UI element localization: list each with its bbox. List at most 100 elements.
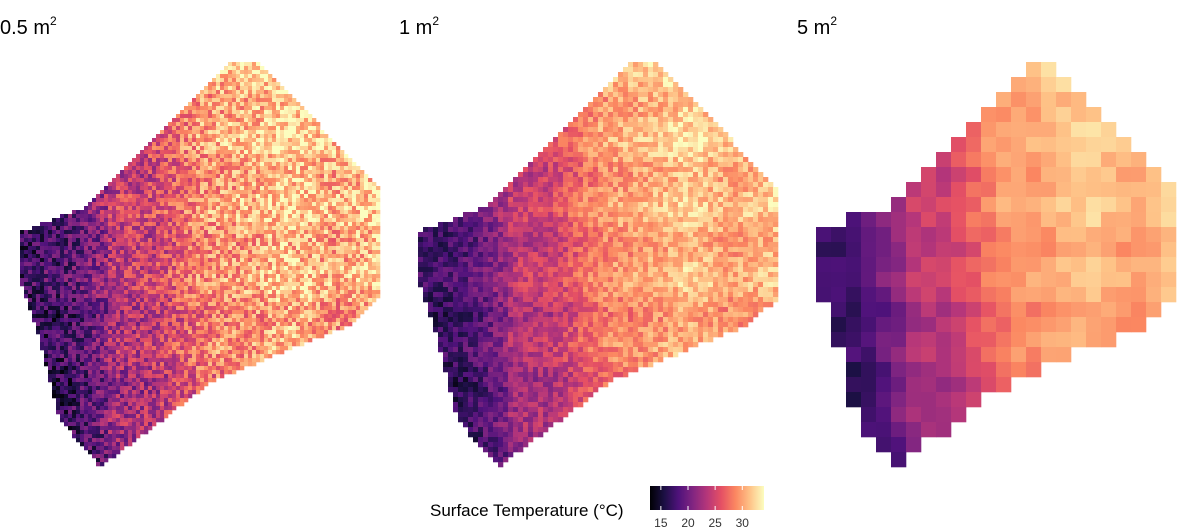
heatmap-cell bbox=[176, 250, 181, 255]
heatmap-cell bbox=[136, 170, 141, 175]
heatmap-cell bbox=[200, 294, 205, 299]
heatmap-cell bbox=[192, 354, 197, 359]
heatmap-cell bbox=[44, 278, 49, 283]
heatmap-cell bbox=[248, 210, 253, 215]
heatmap-cell bbox=[196, 238, 201, 243]
heatmap-cell bbox=[48, 278, 53, 283]
heatmap-cell bbox=[164, 150, 169, 155]
heatmap-cell bbox=[84, 378, 89, 383]
heatmap-cell bbox=[288, 326, 293, 331]
heatmap-cell bbox=[172, 366, 177, 371]
heatmap-cell bbox=[356, 266, 361, 271]
heatmap-cell bbox=[308, 190, 313, 195]
heatmap-cell bbox=[216, 294, 221, 299]
heatmap-cell bbox=[44, 302, 49, 307]
heatmap-cell bbox=[356, 314, 361, 319]
heatmap-cell bbox=[264, 110, 269, 115]
heatmap-cell bbox=[124, 250, 129, 255]
heatmap-cell bbox=[256, 194, 261, 199]
heatmap-cell bbox=[168, 318, 173, 323]
heatmap-cell bbox=[304, 330, 309, 335]
heatmap-cell bbox=[272, 322, 277, 327]
heatmap-cell bbox=[64, 214, 69, 219]
heatmap-cell bbox=[268, 326, 273, 331]
heatmap-cell bbox=[376, 202, 381, 207]
heatmap-cell bbox=[172, 130, 177, 135]
heatmap-cell bbox=[36, 302, 41, 307]
heatmap-cell bbox=[296, 262, 301, 267]
heatmap-cell bbox=[320, 322, 325, 327]
heatmap-cell bbox=[92, 326, 97, 331]
heatmap-cell bbox=[292, 214, 297, 219]
heatmap-cell bbox=[204, 286, 209, 291]
heatmap-cell bbox=[288, 342, 293, 347]
heatmap-cell bbox=[176, 150, 181, 155]
heatmap-cell bbox=[148, 302, 153, 307]
heatmap-cell bbox=[240, 310, 245, 315]
heatmap-cell bbox=[252, 318, 257, 323]
heatmap-cell bbox=[220, 134, 225, 139]
heatmap-cell bbox=[348, 198, 353, 203]
heatmap-cell bbox=[360, 198, 365, 203]
heatmap-cell bbox=[60, 374, 65, 379]
heatmap-cell bbox=[328, 154, 333, 159]
heatmap-cell bbox=[164, 362, 169, 367]
heatmap-cell bbox=[260, 178, 265, 183]
heatmap-cell bbox=[328, 150, 333, 155]
heatmap-cell bbox=[328, 146, 333, 151]
heatmap-cell bbox=[368, 226, 373, 231]
heatmap-cell bbox=[56, 370, 61, 375]
heatmap-cell bbox=[224, 154, 229, 159]
heatmap-cell bbox=[304, 246, 309, 251]
heatmap-cell bbox=[84, 338, 89, 343]
heatmap-cell bbox=[300, 302, 305, 307]
heatmap-cell bbox=[200, 218, 205, 223]
heatmap-cell bbox=[200, 154, 205, 159]
heatmap-cell bbox=[144, 202, 149, 207]
heatmap-cell bbox=[52, 346, 57, 351]
heatmap-cell bbox=[128, 294, 133, 299]
heatmap-cell bbox=[184, 366, 189, 371]
heatmap-cell bbox=[368, 194, 373, 199]
heatmap-cell bbox=[108, 266, 113, 271]
heatmap-cell bbox=[368, 258, 373, 263]
heatmap-cell bbox=[224, 230, 229, 235]
heatmap-cell bbox=[372, 250, 377, 255]
heatmap-cell bbox=[292, 338, 297, 343]
heatmap-cell bbox=[244, 194, 249, 199]
heatmap-cell bbox=[320, 310, 325, 315]
heatmap-cell bbox=[276, 218, 281, 223]
heatmap-cell bbox=[164, 142, 169, 147]
heatmap-cell bbox=[28, 262, 33, 267]
heatmap-cell bbox=[204, 374, 209, 379]
heatmap-cell bbox=[200, 182, 205, 187]
heatmap-cell bbox=[368, 222, 373, 227]
heatmap-cell bbox=[124, 210, 129, 215]
heatmap-cell bbox=[268, 342, 273, 347]
heatmap-cell bbox=[280, 278, 285, 283]
heatmap-cell bbox=[320, 326, 325, 331]
heatmap-cell bbox=[240, 66, 245, 71]
heatmap-cell bbox=[232, 182, 237, 187]
heatmap-cell bbox=[180, 230, 185, 235]
heatmap-cell bbox=[68, 222, 73, 227]
heatmap-cell bbox=[372, 286, 377, 291]
heatmap-cell bbox=[132, 306, 137, 311]
heatmap-cell bbox=[372, 270, 377, 275]
heatmap-cell bbox=[228, 90, 233, 95]
heatmap-cell bbox=[164, 186, 169, 191]
heatmap-cell bbox=[156, 274, 161, 279]
heatmap-cell bbox=[352, 190, 357, 195]
heatmap-cell bbox=[268, 98, 273, 103]
heatmap-cell bbox=[256, 70, 261, 75]
heatmap-cell bbox=[200, 130, 205, 135]
heatmap-cell bbox=[192, 130, 197, 135]
heatmap-cell bbox=[280, 226, 285, 231]
heatmap-cell bbox=[368, 218, 373, 223]
heatmap-cell bbox=[292, 222, 297, 227]
heatmap-cell bbox=[232, 154, 237, 159]
heatmap-cell bbox=[140, 202, 145, 207]
heatmap-cell bbox=[352, 210, 357, 215]
heatmap-cell bbox=[212, 182, 217, 187]
heatmap-cell bbox=[36, 266, 41, 271]
